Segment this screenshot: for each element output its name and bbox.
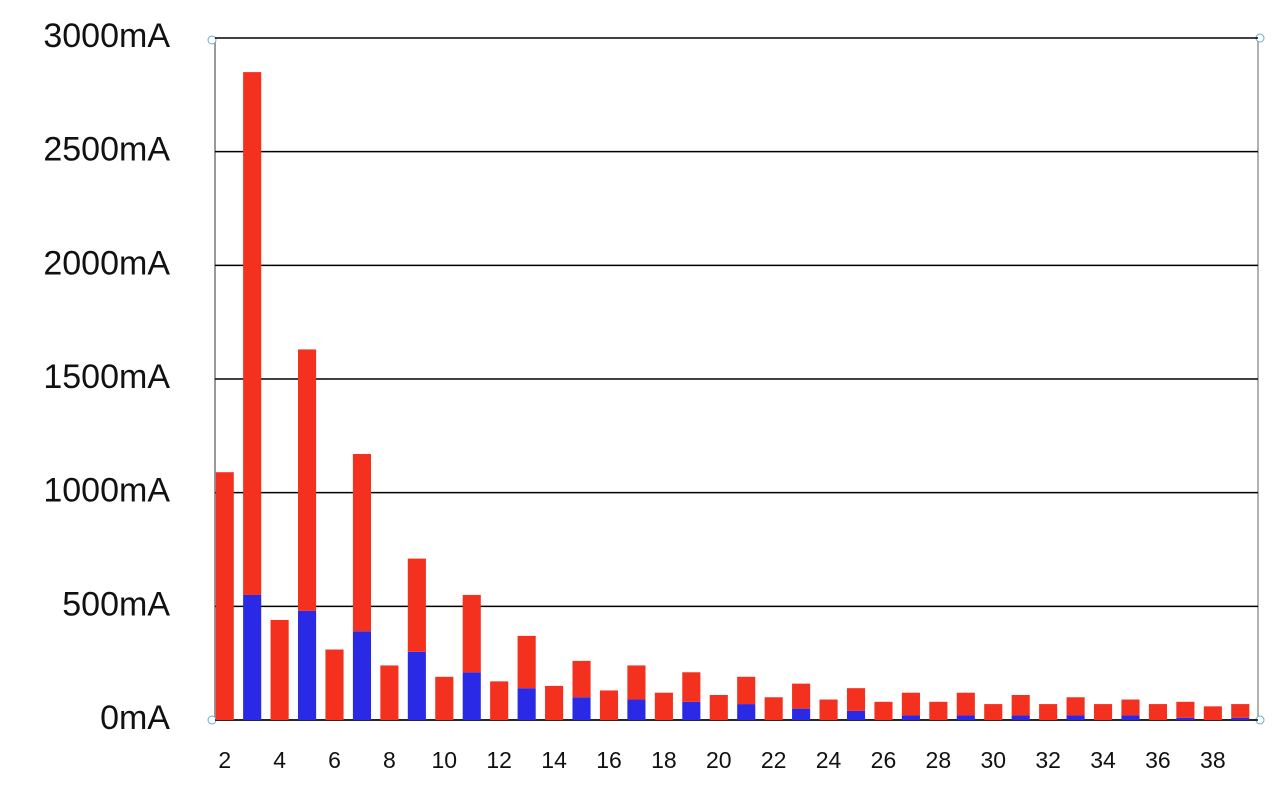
bar-segment (984, 704, 1003, 720)
bar-segment (901, 715, 920, 720)
x-tick-label: 16 (596, 747, 622, 773)
x-tick-label: 10 (432, 747, 458, 773)
x-tick-label: 12 (486, 747, 512, 773)
bar-segment (764, 697, 783, 720)
bar-segment (1066, 697, 1085, 716)
bar-segment (846, 710, 866, 720)
bar-segment (682, 701, 701, 720)
bar-segment (298, 349, 317, 611)
bar-segment (462, 672, 481, 720)
bar-segment (462, 594, 481, 673)
bar-segment (1231, 704, 1250, 718)
x-tick-label: 28 (926, 747, 952, 773)
y-tick-label: 1000mA (43, 472, 170, 510)
x-tick-label: 36 (1145, 747, 1171, 773)
x-tick-label: 4 (273, 747, 286, 773)
bar-segment (517, 635, 536, 689)
bar-segment (956, 692, 975, 716)
y-tick-label: 500mA (62, 585, 170, 623)
x-tick-label: 20 (706, 747, 732, 773)
bar-segment (682, 672, 701, 702)
bar-segment (792, 683, 811, 709)
x-tick-label: 26 (871, 747, 897, 773)
bar-segment (737, 704, 756, 720)
x-tick-label: 6 (328, 747, 341, 773)
bar-segment (352, 631, 372, 720)
bar-segment (709, 694, 728, 720)
corner-handle (207, 35, 217, 45)
y-tick-label: 2500mA (43, 131, 170, 169)
bar-segment (1121, 715, 1140, 720)
x-tick-label: 22 (761, 747, 787, 773)
bar-segment (846, 688, 866, 711)
bar-segment (407, 651, 426, 720)
bar-segment (352, 454, 372, 632)
bar-segment (1203, 706, 1222, 720)
bar-segment (901, 692, 920, 716)
x-tick-label: 38 (1200, 747, 1226, 773)
bar-segment (435, 676, 454, 720)
bar-segment (627, 665, 646, 700)
x-tick-label: 2 (218, 747, 231, 773)
bar-segment (490, 681, 509, 720)
bar-segment (1011, 694, 1030, 716)
bar-segment (243, 72, 262, 595)
bar-segment (1231, 717, 1250, 720)
bar-segment (270, 619, 289, 720)
y-tick-label: 3000mA (43, 17, 170, 55)
bar-segment (1011, 715, 1030, 720)
y-tick-label: 1500mA (43, 358, 170, 396)
x-tick-label: 18 (651, 747, 677, 773)
bar-segment (1176, 701, 1195, 718)
bar-segment (572, 697, 591, 720)
x-tick-label: 32 (1035, 747, 1061, 773)
bar-segment (517, 688, 536, 720)
bar-segment (325, 649, 344, 720)
bar-segment (792, 708, 811, 720)
bar-segment (1093, 704, 1113, 720)
bar-segment (819, 699, 838, 720)
corner-handle (207, 715, 217, 725)
bar-segment (654, 692, 673, 720)
x-tick-label: 8 (383, 747, 396, 773)
y-tick-label: 2000mA (43, 244, 170, 282)
x-tick-label: 34 (1090, 747, 1116, 773)
bar-segment (1121, 699, 1140, 716)
bar-segment (874, 701, 893, 720)
bar-segment (215, 472, 234, 720)
bar-segment (1176, 717, 1195, 720)
bar-segment (243, 594, 262, 720)
bar-segment (407, 558, 426, 652)
bar-segment (737, 676, 756, 705)
bar-segment (929, 701, 948, 720)
x-tick-label: 14 (541, 747, 567, 773)
bar-segment (380, 665, 399, 720)
x-tick-label: 30 (980, 747, 1006, 773)
bar-segment (1148, 704, 1167, 720)
bar-segment (545, 685, 564, 720)
bar-segment (572, 660, 591, 698)
bar-segment (599, 690, 619, 720)
bar-segment (627, 699, 646, 720)
bar-segment (1066, 715, 1085, 720)
bar-segment (956, 715, 975, 720)
y-tick-label: 0mA (100, 699, 170, 737)
bar-segment (298, 610, 317, 720)
x-tick-label: 24 (816, 747, 842, 773)
bar-segment (1039, 704, 1058, 720)
